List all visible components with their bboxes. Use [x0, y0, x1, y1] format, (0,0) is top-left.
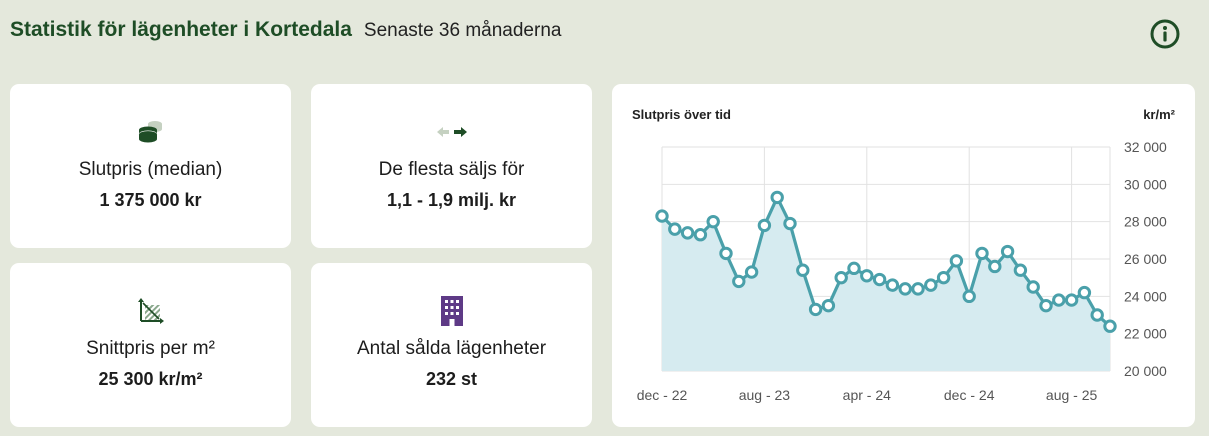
y-tick-label: 30 000 [1124, 176, 1167, 192]
coins-icon [135, 118, 167, 146]
x-tick-label: aug - 25 [1046, 387, 1098, 403]
data-point [719, 246, 733, 261]
x-tick-label: aug - 23 [739, 387, 791, 403]
data-point [988, 259, 1002, 274]
price-chart-card: Slutpris över tid kr/m² 20 000 22 000 24 0… [612, 84, 1195, 427]
y-tick-label: 28 000 [1124, 214, 1167, 230]
data-point [783, 216, 797, 231]
data-point [885, 278, 900, 292]
data-point [668, 222, 682, 236]
stat-value: 232 st [425, 369, 478, 389]
data-point [744, 265, 759, 279]
y-tick-label: 24 000 [1124, 288, 1167, 304]
stat-card-price-per-sqm: Snittpris per m² 25 300 kr/m² [10, 263, 291, 427]
data-point [1052, 293, 1066, 307]
page-title: Statistik för lägenheter i Kortedala [10, 18, 352, 41]
data-point [924, 278, 938, 292]
data-point [872, 272, 887, 287]
y-tick-label: 20 000 [1124, 363, 1167, 379]
data-point [655, 209, 669, 223]
data-point [898, 282, 912, 296]
stat-label: De flesta säljs för [378, 159, 525, 180]
y-tick-label: 26 000 [1124, 251, 1167, 267]
stat-value: 1 375 000 kr [99, 190, 202, 210]
data-point [1077, 285, 1092, 300]
data-point [693, 228, 708, 242]
data-point [808, 302, 823, 317]
data-point [1013, 263, 1028, 277]
data-point [975, 246, 989, 261]
data-point [796, 263, 810, 277]
data-point [949, 254, 964, 268]
data-point [1064, 293, 1079, 307]
chart-unit-label: kr/m² [1143, 107, 1175, 122]
data-point [936, 270, 951, 285]
data-point [1039, 298, 1053, 313]
page-subtitle: Senaste 36 månaderna [363, 20, 562, 41]
data-point [821, 298, 836, 313]
arrows-exchange-icon [436, 118, 468, 146]
area-square-icon [135, 297, 167, 325]
stat-card-price-range: De flesta säljs för 1,1 - 1,9 milj. kr [311, 84, 592, 248]
info-button[interactable] [1149, 18, 1181, 50]
stat-value: 25 300 kr/m² [98, 369, 203, 389]
data-point [757, 218, 772, 233]
data-point [962, 289, 976, 304]
y-tick-label: 32 000 [1124, 139, 1167, 155]
data-point [770, 190, 784, 205]
data-point [1103, 319, 1117, 333]
data-point [706, 214, 720, 229]
data-point [911, 282, 925, 296]
data-point [1090, 308, 1104, 322]
data-point [860, 269, 874, 283]
x-tick-label: apr - 24 [843, 387, 891, 403]
data-point [1026, 280, 1040, 294]
data-point [1000, 244, 1015, 259]
data-point [680, 226, 695, 240]
x-tick-label: dec - 22 [637, 387, 688, 403]
x-tick-label: dec - 24 [944, 387, 995, 403]
stat-label: Slutpris (median) [78, 159, 223, 180]
y-tick-label: 22 000 [1124, 326, 1167, 342]
stat-value: 1,1 - 1,9 milj. kr [386, 190, 517, 210]
stat-label: Snittpris per m² [86, 338, 215, 359]
data-point [834, 270, 848, 285]
data-point [847, 261, 861, 276]
stat-card-sold-count: Antal sålda lägenheter 232 st [311, 263, 592, 427]
data-point [732, 274, 746, 289]
page-header: Statistik för lägenheter i Kortedala Sen… [10, 18, 561, 52]
building-icon [436, 296, 468, 326]
price-chart: 20 000 22 000 24 000 26 000 28 000 30 000 32 0… [637, 139, 1167, 403]
chart-title: Slutpris över tid [632, 107, 731, 122]
stat-card-median-price: Slutpris (median) 1 375 000 kr [10, 84, 291, 248]
info-circle-icon [1150, 19, 1180, 49]
stat-label: Antal sålda lägenheter [356, 338, 547, 359]
